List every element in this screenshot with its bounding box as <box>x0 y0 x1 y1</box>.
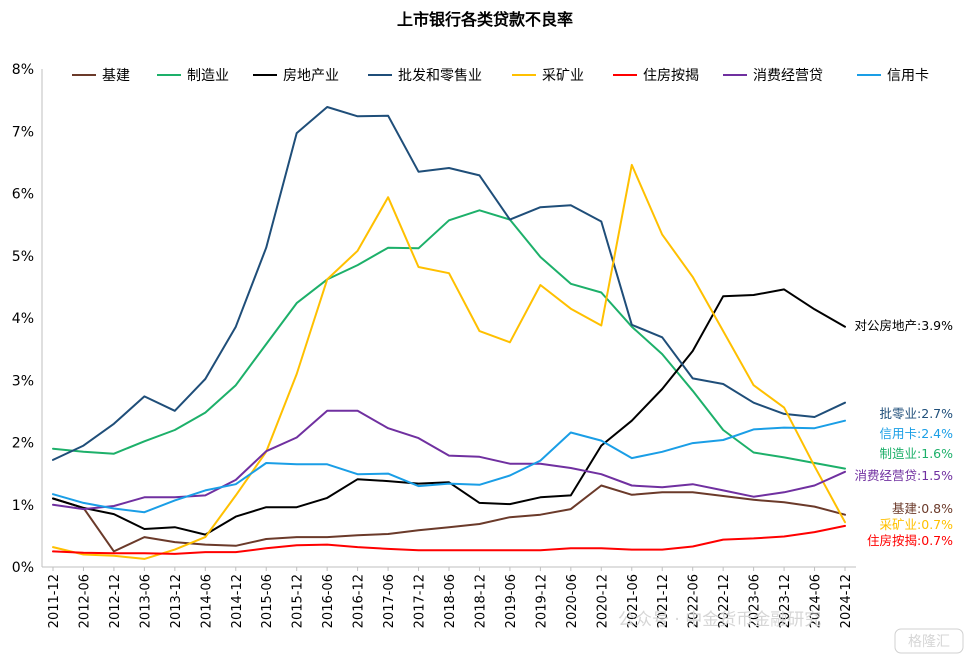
y-tick-label: 1% <box>12 498 34 514</box>
annotation-label: 住房按揭:0.7% <box>867 533 953 548</box>
x-tick-label: 2012-06 <box>77 574 92 628</box>
annotation-label: 制造业:1.6% <box>880 446 954 461</box>
legend-label: 房地产业 <box>283 68 339 84</box>
watermark-text: 公众号 · 中金货币金融研究 <box>618 610 821 630</box>
y-tick-label: 8% <box>12 62 34 78</box>
x-tick-label: 2018-06 <box>443 574 458 628</box>
watermark-logo-text: 格隆汇 <box>908 634 950 650</box>
x-tick-label: 2019-12 <box>534 574 549 628</box>
x-tick-label: 2015-06 <box>260 574 275 628</box>
annotation-label: 基建:0.8% <box>892 501 953 516</box>
legend-label: 采矿业 <box>542 68 584 84</box>
x-tick-label: 2014-06 <box>199 574 214 628</box>
series-line-信用卡 <box>52 419 846 514</box>
x-tick-label: 2018-12 <box>473 574 488 628</box>
series-line-住房按揭 <box>52 524 846 555</box>
legend: 基建 制造业 房地产业 批发和零售业 采矿业 住房按揭 消费经营贷 信用卡 <box>72 67 929 84</box>
series-line-基建 <box>52 484 846 553</box>
x-tick-label: 2015-12 <box>291 574 306 628</box>
series-line-消费经营贷 <box>52 409 846 511</box>
x-tick-label: 2023-06 <box>748 574 763 628</box>
x-tick-label: 2024-12 <box>839 574 854 628</box>
annotation-label: 信用卡:2.4% <box>880 426 954 441</box>
y-tick-label: 3% <box>12 373 34 389</box>
y-tick-label: 5% <box>12 249 34 265</box>
series-line-制造业 <box>52 209 846 470</box>
x-tick-label: 2020-06 <box>565 574 580 628</box>
legend-label: 制造业 <box>187 68 229 84</box>
x-tick-label: 2024-06 <box>809 574 824 628</box>
annotation-label: 消费经营贷:1.5% <box>855 468 954 483</box>
annotation-label: 采矿业:0.7% <box>880 517 954 532</box>
series-line-批发和零售业 <box>52 106 846 461</box>
watermark-logo-frame <box>894 628 964 654</box>
legend-label: 住房按揭 <box>643 68 699 84</box>
legend-label: 信用卡 <box>887 68 929 84</box>
x-tick-label: 2017-06 <box>382 574 397 628</box>
annotation-label: 对公房地产:3.9% <box>855 318 954 333</box>
x-axis: 2011-12 2012-06 2012-12 2013-06 2013-12 2014-… <box>47 567 854 628</box>
y-tick-label: 2% <box>12 436 34 452</box>
x-tick-label: 2013-06 <box>138 574 153 628</box>
x-tick-label: 2012-12 <box>108 574 123 628</box>
x-tick-label: 2013-12 <box>169 574 184 628</box>
x-tick-label: 2022-12 <box>717 574 732 628</box>
series-lines <box>52 106 846 560</box>
y-tick-label: 7% <box>12 124 34 140</box>
x-tick-label: 2022-06 <box>687 574 702 628</box>
x-tick-label: 2016-06 <box>321 574 336 628</box>
y-tick-label: 4% <box>12 311 34 327</box>
x-tick-label: 2011-12 <box>47 574 62 628</box>
legend-label: 消费经营贷 <box>753 68 823 84</box>
x-tick-label: 2019-06 <box>504 574 519 628</box>
x-tick-label: 2021-12 <box>656 574 671 628</box>
y-tick-label: 6% <box>12 187 34 203</box>
x-tick-label: 2023-12 <box>778 574 793 628</box>
series-line-采矿业 <box>52 163 846 560</box>
x-tick-label: 2016-12 <box>352 574 367 628</box>
end-value-annotations: 对公房地产:3.9% 批零业:2.7% 信用卡:2.4% 制造业:1.6% 消费经营贷:… <box>855 318 954 548</box>
x-tick-label: 2014-12 <box>230 574 245 628</box>
y-axis: 0% 1% 2% 3% 4% 5% 6% 7% 8% <box>12 62 34 576</box>
x-tick-label: 2017-12 <box>413 574 428 628</box>
x-tick-label: 2020-12 <box>595 574 610 628</box>
annotation-label: 批零业:2.7% <box>880 406 954 421</box>
chart-title: 上市银行各类贷款不良率 <box>397 10 573 29</box>
legend-label: 基建 <box>102 67 130 84</box>
x-tick-label: 2021-06 <box>626 574 641 628</box>
legend-label: 批发和零售业 <box>398 68 482 84</box>
y-tick-label: 0% <box>12 560 34 576</box>
